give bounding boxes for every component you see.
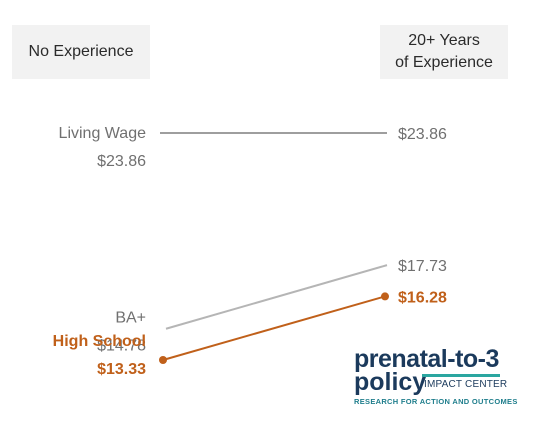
value-start-ba: $14.78 <box>97 338 146 355</box>
column-header-right-line1: 20+ Years <box>408 32 480 49</box>
column-header-right-line2: of Experience <box>395 54 493 71</box>
logo-tagline: RESEARCH FOR ACTION AND OUTCOMES <box>354 397 518 406</box>
logo-accent-bar <box>422 374 500 377</box>
column-header-no-experience: No Experience <box>12 25 150 79</box>
series-line-ba <box>165 264 388 330</box>
logo-subtitle: IMPACT CENTER <box>424 379 508 390</box>
series-name-high-school: High School <box>53 333 146 350</box>
value-end-living-wage: $23.86 <box>398 126 447 143</box>
column-header-20-years: 20+ Years of Experience <box>380 25 508 79</box>
series-name-living-wage: Living Wage <box>59 125 147 142</box>
logo-line1: prenatal-to-3 <box>354 345 499 373</box>
value-end-ba: $17.73 <box>398 258 447 275</box>
logo-line2: policy <box>354 368 427 396</box>
value-start-living-wage: $23.86 <box>97 153 146 170</box>
series-line-high-school <box>162 295 386 361</box>
column-header-left-text: No Experience <box>28 43 134 60</box>
marker-start-high-school <box>159 356 167 364</box>
marker-end-high-school <box>381 292 389 301</box>
value-start-high-school: $13.33 <box>97 361 146 378</box>
prenatal-to-3-logo: prenatal-to-3 policy IMPACT CENTER RESEA… <box>354 346 529 410</box>
series-name-ba: BA+ <box>115 310 146 327</box>
value-end-high-school: $16.28 <box>398 289 447 306</box>
